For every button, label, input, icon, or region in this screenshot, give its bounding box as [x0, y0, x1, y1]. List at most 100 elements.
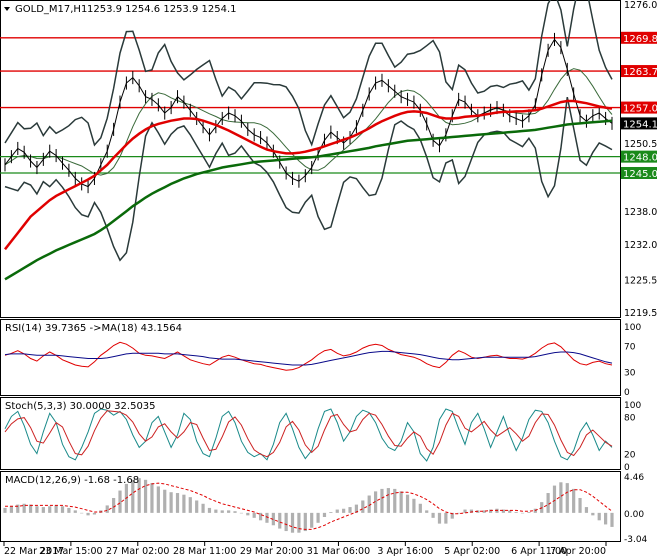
macd-histogram-bar [520, 512, 525, 514]
level-tag-label: 1269.8 [623, 34, 658, 45]
macd-histogram-bar [201, 503, 205, 513]
y-tick-label: 0.00 [624, 510, 644, 520]
rsi-line [4, 341, 613, 371]
close-line [4, 38, 613, 188]
macd-histogram-bar [380, 488, 384, 513]
axis-labels-group: 1269.8 1263.7 1257.0 1248.0 1245.0 1254.1 1276… [3, 0, 658, 557]
macd-histogram-bar [335, 509, 339, 513]
macd-histogram-bar [367, 495, 371, 513]
macd-histogram-bar [207, 507, 212, 513]
rsi-series-group [4, 341, 613, 371]
macd-histogram-bar [597, 512, 601, 521]
macd-histogram-bar [437, 512, 442, 524]
macd-histogram-bar [450, 512, 454, 519]
macd-histogram-bar [290, 512, 295, 533]
macd-histogram-bar [214, 509, 218, 513]
macd-histogram-bar [48, 506, 52, 513]
last-price-label: 1254.1 [623, 119, 658, 130]
y-tick-label: 80 [624, 413, 636, 423]
ma-line [4, 350, 613, 366]
lower-band-line [4, 96, 613, 262]
level-tag [621, 101, 657, 114]
macd-histogram-bar [469, 509, 474, 513]
macd-histogram-bar [220, 510, 224, 513]
dropdown-triangle-icon[interactable] [4, 7, 10, 11]
last-price-tag [621, 117, 657, 130]
symbol-label: GOLD_M17,H1 [15, 4, 87, 15]
macd-histogram-bar [578, 497, 582, 513]
rsi-label: RSI(14) 39.7365 ->MA(18) 43.1564 [5, 323, 182, 334]
macd-histogram-bar [54, 505, 58, 513]
macd-histogram-bar [105, 505, 109, 513]
y-tick-label: 0 [624, 463, 630, 473]
macd-histogram-bar [316, 512, 320, 523]
macd-histogram-bar [329, 512, 333, 513]
level-tag-label: 1245.0 [623, 169, 658, 180]
macd-histogram-bar [246, 512, 250, 516]
macd-histogram-bar [150, 483, 154, 513]
level-tag-label: 1248.0 [623, 153, 658, 164]
y-tick-label: 70 [624, 343, 636, 353]
macd-histogram-bar [169, 492, 173, 513]
stoch-pane-frame [0, 397, 621, 470]
macd-histogram-bar [418, 503, 422, 513]
macd-histogram-bar [3, 507, 7, 513]
macd-histogram-bar [591, 512, 595, 516]
macd-histogram-bar [67, 507, 71, 513]
ma-red-line [4, 99, 613, 251]
ma-green-line [4, 119, 613, 281]
y-tick-label: 1219.5 [624, 308, 657, 319]
y-tick-label: 1276.0 [624, 0, 657, 11]
macd-histogram-bar [137, 478, 141, 513]
x-tick-label: 6 Apr 11:00 [511, 546, 567, 557]
stoch-series-group [4, 408, 613, 462]
macd-histogram-bar [546, 493, 550, 513]
main-line [4, 408, 613, 462]
macd-histogram-bar [552, 485, 557, 513]
signal-line [4, 410, 613, 458]
macd-histogram-bar [463, 509, 467, 513]
price-pane-frame [0, 0, 621, 318]
rsi-pane-frame [0, 319, 621, 396]
macd-histogram-bar [80, 512, 84, 514]
middle-band-line [4, 68, 613, 176]
x-tick-label: 28 Mar 11:00 [173, 546, 236, 557]
macd-histogram-bar [35, 506, 39, 513]
macd-histogram-bar [425, 510, 429, 513]
y-tick-label: 20 [624, 451, 636, 461]
macd-histogram-bar [565, 483, 569, 513]
macd-histogram-bar [41, 507, 45, 513]
macd-histogram-bar [265, 512, 269, 523]
macd-histogram-bar [431, 512, 435, 518]
macd-histogram-bar [584, 507, 589, 513]
level-tag-label: 1257.0 [623, 104, 658, 115]
x-tick-label: 3 Apr 16:00 [377, 546, 433, 557]
macd-histogram-bar [131, 479, 135, 513]
macd-histogram-bar [572, 488, 576, 513]
macd-histogram-bar [239, 512, 244, 514]
macd-histogram-bar [278, 512, 282, 529]
x-tick-label: 22 Mar 2017 [4, 546, 64, 557]
macd-histogram-bar [227, 510, 231, 513]
level-tag [621, 31, 657, 44]
macd-histogram-bar [604, 512, 608, 525]
macd-histogram-bar [175, 493, 180, 513]
macd-histogram-bar [354, 504, 359, 513]
macd-histogram-bar [86, 512, 90, 516]
y-tick-label: 1232.0 [624, 240, 657, 251]
macd-histogram-bar [118, 490, 122, 513]
macd-histogram-bar [195, 500, 199, 513]
y-tick-label: 100 [624, 323, 641, 333]
macd-histogram-bar [322, 512, 327, 518]
macd-histogram-bar [361, 500, 365, 513]
macd-histogram-bar [405, 494, 410, 513]
macd-histogram-bar [73, 510, 77, 513]
x-tick-label: 23 Mar 15:00 [39, 546, 102, 557]
x-tick-label: 31 Mar 06:00 [307, 546, 370, 557]
macd-histogram-bar [514, 512, 518, 513]
y-tick-label: 1225.5 [624, 275, 657, 286]
ohlc-label: 1253.9 1254.6 1253.9 1254.1 [87, 4, 237, 15]
x-tick-label: 5 Apr 02:00 [444, 546, 500, 557]
macd-histogram-bar [489, 509, 493, 513]
